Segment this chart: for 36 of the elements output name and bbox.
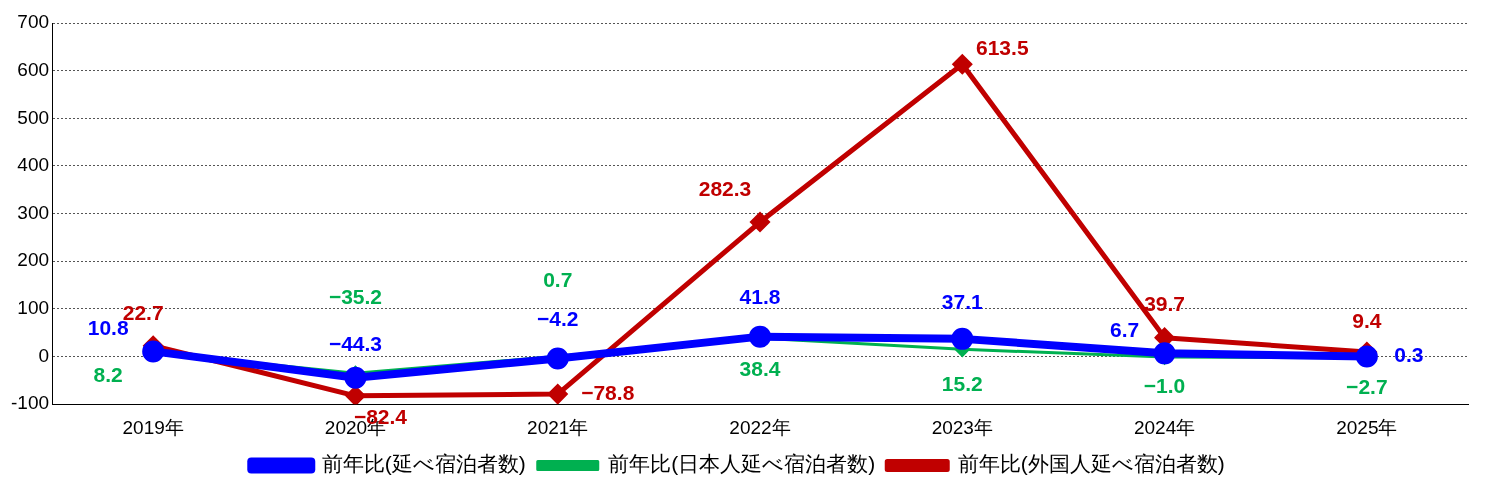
data-label: 39.7: [1144, 292, 1186, 316]
data-label: 613.5: [976, 36, 1029, 60]
data-label: 15.2: [941, 372, 983, 396]
y-tick-label: 500: [17, 106, 50, 128]
y-tick-label: 200: [17, 249, 50, 271]
y-tick-label: 300: [17, 201, 50, 223]
y-tick-label: 600: [17, 58, 50, 80]
data-label: −2.7: [1346, 374, 1388, 398]
data-label: −1.0: [1143, 373, 1186, 397]
y-tick-label: -100: [11, 392, 50, 414]
x-tick-label: 2019年: [122, 416, 184, 438]
x-tick-label: 2023年: [931, 416, 993, 438]
y-tick-label: 0: [38, 344, 50, 366]
data-label: 282.3: [698, 176, 752, 200]
data-label: 0.7: [543, 268, 573, 292]
data-label: 38.4: [739, 357, 781, 381]
data-label: 9.4: [1352, 308, 1382, 332]
data-label: 37.1: [941, 289, 984, 313]
legend-label: 前年比(外国人延べ宿泊者数): [957, 452, 1225, 476]
data-label: −35.2: [328, 285, 383, 309]
data-label: −78.8: [581, 380, 635, 404]
legend-label: 前年比(延べ宿泊者数): [321, 452, 526, 476]
legend-label: 前年比(日本人延べ宿泊者数): [608, 452, 876, 476]
y-tick-label: 400: [17, 154, 50, 176]
data-label: −44.3: [328, 332, 383, 356]
y-tick-label: 700: [17, 11, 50, 33]
data-label: −4.2: [537, 307, 579, 331]
data-label: 41.8: [739, 285, 781, 309]
data-label: 6.7: [1109, 318, 1140, 342]
y-tick-label: 100: [17, 297, 50, 319]
data-label: 8.2: [93, 363, 123, 387]
x-tick-label: 2024年: [1133, 416, 1196, 438]
x-tick-label: 2025年: [1336, 416, 1398, 438]
x-tick-label: 2022年: [729, 416, 791, 438]
data-label: 0.3: [1394, 343, 1424, 367]
x-tick-label: 2021年: [527, 416, 589, 438]
